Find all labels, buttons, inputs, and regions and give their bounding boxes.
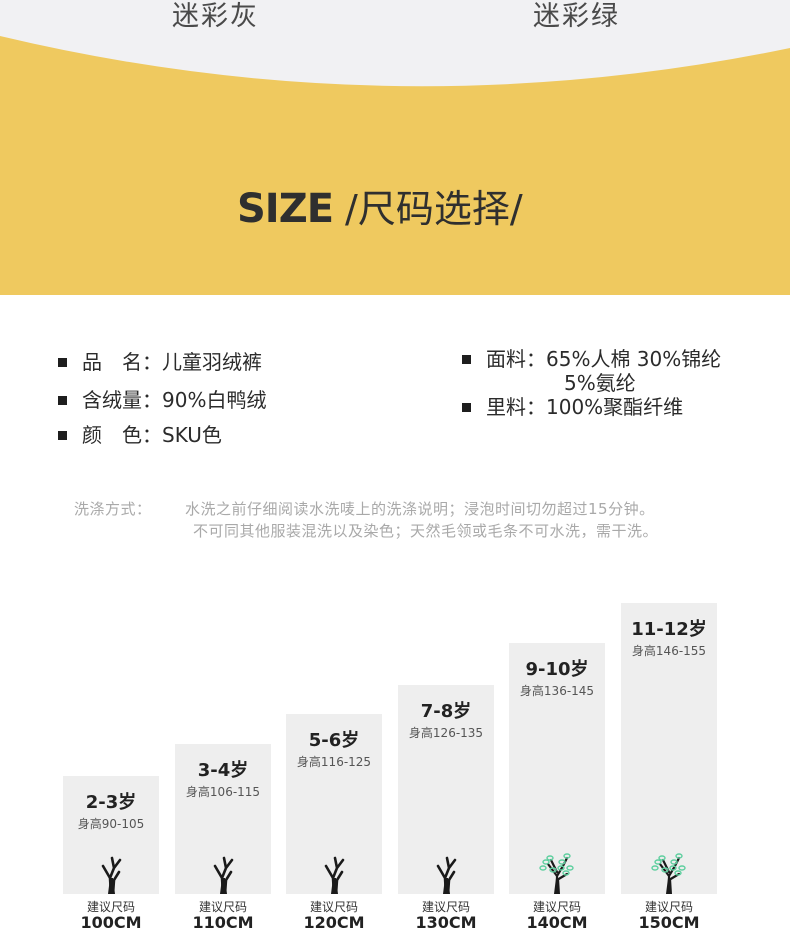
recommended-size-value: 140CM xyxy=(526,913,588,932)
spec-fabric-continued: 5%氨纶 xyxy=(564,371,636,395)
spec-text: 面料：65%人棉 30%锦纶 xyxy=(486,347,722,371)
bullet-square-icon xyxy=(58,358,67,367)
color-name-grey: 迷彩灰 xyxy=(172,1,259,32)
size-height-range: 身高90-105 xyxy=(77,817,145,831)
recommended-size: 建议尺码 130CM xyxy=(398,900,494,932)
size-age: 3-4岁 xyxy=(197,760,249,781)
spec-text: 含绒量：90%白鸭绒 xyxy=(82,388,267,412)
size-height-range: 身高116-125 xyxy=(296,755,372,769)
recommended-size-label: 建议尺码 xyxy=(198,900,247,914)
recommended-size-value: 120CM xyxy=(303,913,365,932)
size-heading: SIZE /尺码选择/ xyxy=(237,178,523,233)
bare-tree-icon xyxy=(101,856,122,894)
spec-text: 里料：100%聚酯纤维 xyxy=(486,395,684,419)
recommended-size: 建议尺码 120CM xyxy=(286,900,382,932)
bare-tree-icon xyxy=(324,856,345,894)
size-age: 7-8岁 xyxy=(420,701,472,722)
size-heading-en: SIZE xyxy=(237,186,334,232)
recommended-size: 建议尺码 140CM xyxy=(509,900,605,932)
wash-label: 洗涤方式： xyxy=(74,500,152,518)
size-age: 5-6岁 xyxy=(308,730,360,751)
size-age: 11-12岁 xyxy=(631,619,707,640)
size-height-range: 身高126-135 xyxy=(408,726,484,740)
spec-text: 品 名：儿童羽绒裤 xyxy=(82,350,262,374)
bullet-square-icon xyxy=(58,396,67,405)
recommended-size-value: 100CM xyxy=(80,913,142,932)
recommended-size-value: 110CM xyxy=(192,913,254,932)
size-height-range: 身高106-115 xyxy=(185,785,261,799)
color-name-green: 迷彩绿 xyxy=(533,1,620,32)
size-column: 9-10岁身高136-145 xyxy=(509,643,605,894)
size-heading-zh: /尺码选择/ xyxy=(345,187,523,231)
size-height-range: 身高146-155 xyxy=(631,644,707,658)
recommended-size-value: 130CM xyxy=(415,913,477,932)
recommended-size: 建议尺码 100CM xyxy=(63,900,159,932)
size-column: 2-3岁身高90-105 xyxy=(63,776,159,894)
bullet-square-icon xyxy=(462,403,471,412)
leafy-tree-icon xyxy=(651,853,686,894)
leafy-tree-icon xyxy=(539,853,574,894)
size-column: 11-12岁身高146-155 xyxy=(621,603,717,894)
header-arc xyxy=(0,0,790,87)
size-column: 5-6岁身高116-125 xyxy=(286,714,382,894)
recommended-size-label: 建议尺码 xyxy=(309,900,358,914)
size-column: 7-8岁身高126-135 xyxy=(398,685,494,894)
wash-instruction-1: 水洗之前仔细阅读水洗唛上的洗涤说明；浸泡时间切勿超过15分钟。 xyxy=(185,500,655,518)
recommended-size-label: 建议尺码 xyxy=(644,900,693,914)
spec-text: 颜 色：SKU色 xyxy=(82,423,222,447)
recommended-size-value: 150CM xyxy=(638,913,700,932)
recommended-size-label: 建议尺码 xyxy=(86,900,135,914)
bare-tree-icon xyxy=(436,856,457,894)
size-height-range: 身高136-145 xyxy=(519,684,595,698)
bullet-square-icon xyxy=(462,355,471,364)
size-column: 3-4岁身高106-115 xyxy=(175,744,271,894)
bare-tree-icon xyxy=(213,856,234,894)
size-age: 2-3岁 xyxy=(85,792,137,813)
recommended-size: 建议尺码 150CM xyxy=(621,900,717,932)
recommended-size: 建议尺码 110CM xyxy=(175,900,271,932)
bullet-square-icon xyxy=(58,431,67,440)
recommended-size-label: 建议尺码 xyxy=(532,900,581,914)
wash-instruction-2: 不可同其他服装混洗以及染色；天然毛领或毛条不可水洗，需干洗。 xyxy=(193,522,659,540)
recommended-size-label: 建议尺码 xyxy=(421,900,470,914)
size-age: 9-10岁 xyxy=(525,659,589,680)
